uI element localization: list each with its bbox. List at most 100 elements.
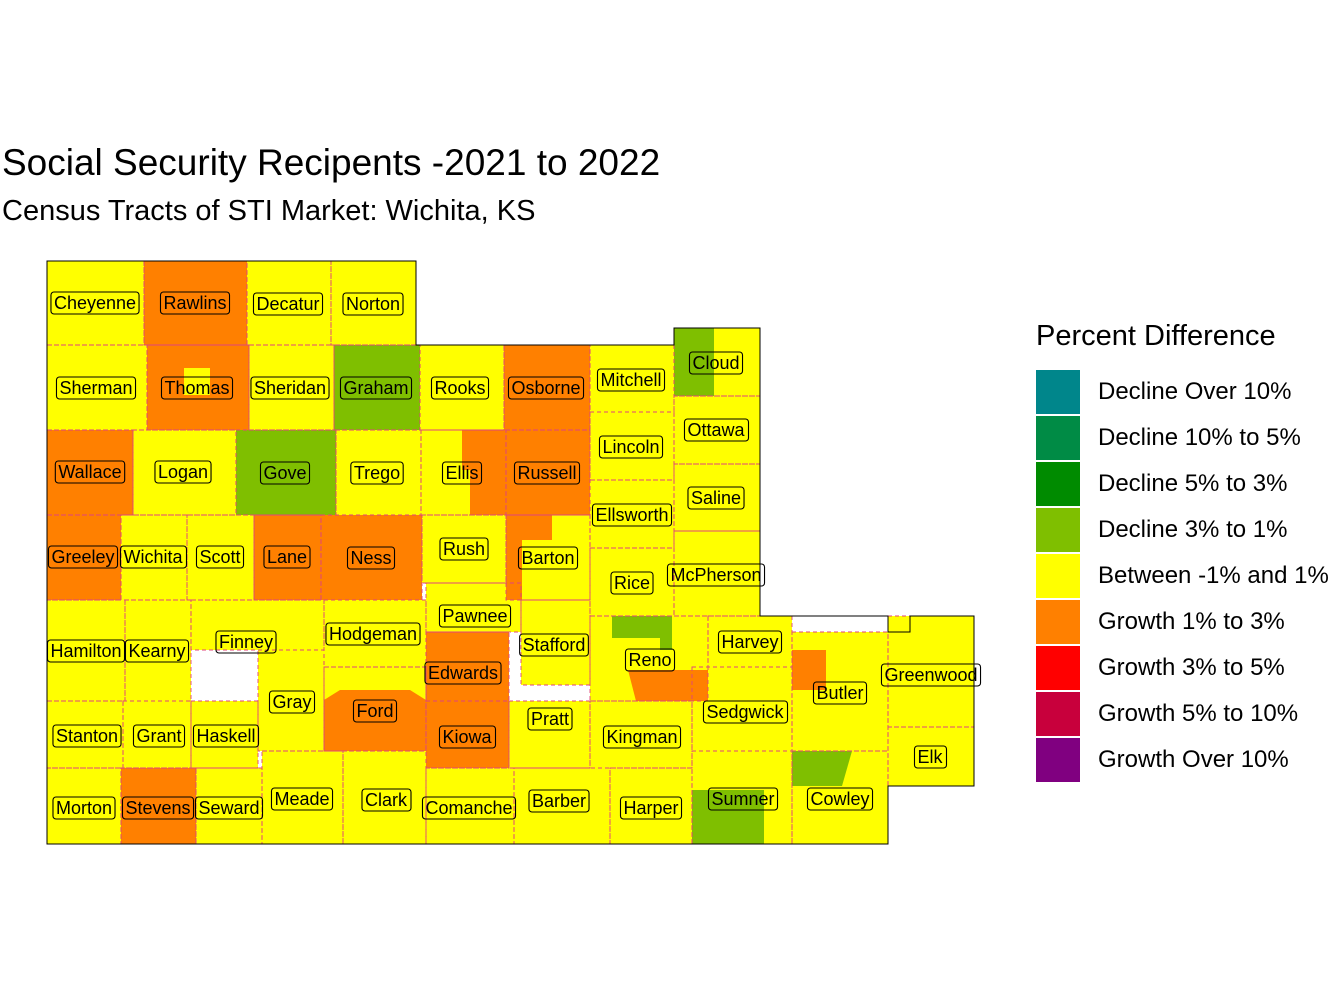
county-name: Ellis bbox=[445, 463, 478, 483]
county-label-box bbox=[124, 639, 190, 663]
county-name: Harper bbox=[623, 798, 678, 818]
county-norton bbox=[331, 261, 416, 345]
county-name: Stevens bbox=[125, 798, 190, 818]
county-name: Mitchell bbox=[600, 370, 661, 390]
county-label-finney: Finney bbox=[215, 630, 277, 654]
county-russell bbox=[506, 430, 590, 515]
county-border bbox=[589, 547, 675, 617]
county-label-cheyenne: Cheyenne bbox=[50, 291, 140, 315]
county-label-box bbox=[812, 681, 868, 705]
county-name: Rooks bbox=[434, 378, 485, 398]
county-name: Thomas bbox=[164, 378, 229, 398]
county-label-box bbox=[252, 292, 324, 316]
county-name: Seward bbox=[198, 798, 259, 818]
county-label-greeley: Greeley bbox=[47, 545, 119, 569]
county-label-box bbox=[702, 700, 789, 724]
county-label-meade: Meade bbox=[270, 787, 334, 811]
county-gove bbox=[236, 430, 336, 515]
county-label-box bbox=[47, 545, 119, 569]
county-meade bbox=[262, 751, 343, 844]
county-label-pawnee: Pawnee bbox=[438, 604, 512, 628]
county-label-box bbox=[619, 796, 683, 820]
county-border bbox=[425, 631, 510, 702]
county-label-mitchell: Mitchell bbox=[596, 368, 666, 392]
legend-items: Decline Over 10% Decline 10% to 5% Decline… bbox=[1036, 369, 1344, 783]
legend-label: Between -1% and 1% bbox=[1098, 562, 1329, 589]
county-label-rawlins: Rawlins bbox=[159, 291, 231, 315]
county-pratt bbox=[509, 701, 590, 768]
county-label-ellsworth: Ellsworth bbox=[591, 503, 673, 527]
county-rice bbox=[590, 548, 674, 616]
county-morton bbox=[47, 768, 121, 844]
county-label-box bbox=[438, 604, 512, 628]
county-name: Pratt bbox=[531, 709, 569, 729]
legend-swatch bbox=[1036, 600, 1080, 644]
tract-patch bbox=[506, 515, 552, 600]
county-trego bbox=[336, 430, 421, 515]
county-name: Barber bbox=[532, 791, 586, 811]
legend-swatch bbox=[1036, 462, 1080, 506]
county-label-comanche: Comanche bbox=[421, 796, 517, 820]
county-label-box bbox=[688, 351, 744, 375]
tract-patch bbox=[792, 650, 826, 690]
county-name: Kingman bbox=[606, 727, 677, 747]
county-label-box bbox=[439, 537, 489, 561]
map-title: Social Security Recipents -2021 to 2022 bbox=[2, 142, 661, 183]
county-label-box bbox=[192, 724, 260, 748]
county-label-box bbox=[596, 368, 666, 392]
county-label-box bbox=[598, 435, 664, 459]
county-label-scott: Scott bbox=[195, 545, 245, 569]
county-name: Trego bbox=[354, 463, 400, 483]
county-name: Comanche bbox=[425, 798, 512, 818]
county-label-cloud: Cloud bbox=[688, 351, 744, 375]
legend-swatch bbox=[1036, 554, 1080, 598]
county-name: Kearny bbox=[128, 641, 185, 661]
legend-swatch bbox=[1036, 692, 1080, 736]
county-elk bbox=[888, 727, 974, 786]
county-label-box bbox=[913, 745, 948, 769]
county-name: Rice bbox=[614, 573, 650, 593]
county-label-thomas: Thomas bbox=[160, 376, 234, 400]
county-label-lane: Lane bbox=[263, 545, 311, 569]
county-rush bbox=[422, 515, 506, 583]
county-name: Grant bbox=[136, 726, 181, 746]
county-clark bbox=[343, 751, 426, 844]
county-border bbox=[248, 344, 335, 431]
county-name: Gove bbox=[263, 463, 306, 483]
county-label-box bbox=[519, 633, 589, 657]
county-label-wichita: Wichita bbox=[119, 545, 188, 569]
county-scott bbox=[187, 515, 254, 600]
tract-patch bbox=[612, 616, 672, 650]
legend-swatch bbox=[1036, 508, 1080, 552]
county-label-ford: Ford bbox=[352, 699, 398, 723]
county-borders bbox=[46, 260, 975, 845]
county-label-lincoln: Lincoln bbox=[598, 435, 664, 459]
county-label-ottawa: Ottawa bbox=[683, 418, 750, 442]
county-mitchell bbox=[590, 345, 674, 412]
county-label-box bbox=[259, 461, 311, 485]
county-harper bbox=[610, 768, 692, 844]
legend-item: Decline 10% to 5% bbox=[1036, 415, 1344, 461]
county-stanton bbox=[47, 701, 123, 768]
county-name: Osborne bbox=[511, 378, 580, 398]
legend-label: Decline 10% to 5% bbox=[1098, 424, 1301, 451]
legend-label: Decline 3% to 1% bbox=[1098, 516, 1288, 543]
county-kearny bbox=[125, 600, 191, 701]
county-haskell bbox=[191, 701, 258, 768]
county-label-box bbox=[55, 376, 137, 400]
county-osborne bbox=[504, 345, 590, 430]
county-label-box bbox=[194, 796, 264, 820]
county-barber bbox=[514, 768, 610, 844]
county-border bbox=[425, 582, 522, 633]
county-harvey bbox=[708, 616, 792, 667]
county-wichita bbox=[121, 515, 187, 600]
county-finney bbox=[191, 600, 324, 650]
county-name: Clark bbox=[365, 790, 408, 810]
county-label-edwards: Edwards bbox=[424, 661, 502, 685]
county-name: Finney bbox=[219, 632, 273, 652]
county-comanche bbox=[426, 768, 514, 844]
legend-item: Growth 1% to 3% bbox=[1036, 599, 1344, 645]
county-cheyenne bbox=[47, 261, 144, 345]
county-name: Morton bbox=[56, 798, 112, 818]
map-subtitle: Census Tracts of STI Market: Wichita, KS bbox=[2, 195, 536, 227]
